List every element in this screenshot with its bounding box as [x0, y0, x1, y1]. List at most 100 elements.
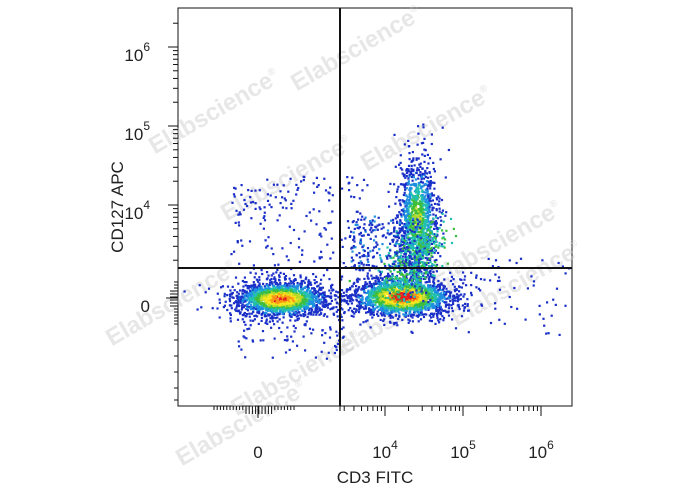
event-dot: [262, 311, 265, 314]
event-dot: [430, 303, 433, 306]
event-dot: [398, 262, 401, 265]
event-dot: [295, 303, 298, 306]
event-dot: [341, 308, 344, 311]
event-dot: [383, 285, 386, 288]
event-dot: [266, 297, 269, 300]
event-dot: [400, 213, 403, 216]
event-dot: [389, 313, 392, 317]
event-dot: [435, 270, 438, 273]
event-dot: [358, 307, 361, 310]
event-dot: [277, 301, 280, 305]
event-dot: [408, 158, 411, 161]
event-dot: [402, 313, 405, 316]
event-dot: [412, 169, 415, 173]
event-dot: [409, 223, 412, 226]
event-dot: [390, 286, 393, 289]
event-dot: [246, 287, 249, 290]
event-dot: [355, 285, 358, 288]
event-dot: [433, 276, 436, 280]
event-dot: [294, 296, 297, 299]
event-dot: [438, 301, 441, 304]
event-dot: [391, 306, 394, 310]
event-dot: [411, 244, 414, 247]
event-dot: [451, 283, 455, 286]
event-dot: [297, 295, 300, 298]
event-dot: [439, 283, 442, 286]
event-dot: [369, 326, 372, 329]
event-dot: [393, 183, 396, 186]
event-dot: [401, 227, 404, 230]
event-dot: [277, 290, 280, 293]
event-dot: [255, 278, 258, 281]
event-dot: [426, 228, 429, 231]
event-dot: [387, 296, 390, 300]
event-dot: [275, 300, 278, 303]
event-dot: [411, 151, 414, 154]
event-dot: [272, 300, 275, 303]
event-dot: [428, 220, 431, 223]
event-dot: [248, 302, 251, 305]
event-dot: [346, 297, 349, 300]
event-dot: [439, 298, 442, 301]
event-dot: [373, 307, 376, 310]
event-dot: [440, 282, 443, 285]
event-dot: [403, 245, 406, 248]
event-dot: [244, 315, 247, 318]
event-dot: [463, 306, 467, 309]
event-dot: [379, 277, 382, 280]
event-dot: [349, 307, 352, 310]
event-dot: [413, 209, 416, 212]
event-dot: [422, 177, 426, 180]
event-dot: [408, 152, 411, 155]
event-dot: [423, 268, 426, 271]
event-dot: [436, 312, 439, 315]
event-dot: [412, 214, 415, 217]
event-dot: [426, 274, 430, 277]
event-dot: [271, 282, 274, 285]
event-dot: [383, 314, 386, 317]
event-dot: [405, 198, 409, 201]
event-dot: [388, 320, 392, 323]
event-dot: [357, 296, 360, 299]
event-dot: [415, 224, 418, 227]
event-dot: [438, 207, 441, 210]
event-dot: [281, 291, 284, 294]
event-dot: [288, 313, 291, 316]
event-dot: [410, 207, 414, 210]
event-dot: [280, 300, 283, 303]
event-dot: [411, 235, 414, 238]
event-dot: [433, 222, 436, 225]
event-dot: [312, 313, 315, 316]
event-dot: [451, 318, 454, 321]
event-dot: [395, 293, 398, 296]
event-dot: [320, 278, 323, 281]
event-dot: [328, 289, 331, 292]
event-dot: [312, 287, 315, 290]
event-dot: [415, 195, 418, 198]
event-dot: [409, 310, 412, 313]
event-dot: [417, 177, 420, 180]
event-dot: [308, 302, 311, 306]
event-dot: [393, 304, 396, 307]
event-dot: [417, 313, 420, 316]
event-dot: [302, 313, 305, 316]
event-dot: [359, 304, 362, 307]
event-dot: [409, 189, 412, 192]
event-dot: [377, 282, 381, 285]
event-dot: [232, 296, 235, 299]
event-dot: [291, 313, 294, 316]
event-dot: [435, 286, 438, 289]
event-dot: [322, 314, 325, 317]
event-dot: [425, 212, 428, 215]
event-dot: [404, 308, 407, 311]
event-dot: [431, 296, 434, 299]
event-dot: [311, 308, 314, 311]
event-dot: [402, 207, 405, 211]
event-dot: [417, 227, 420, 230]
event-dot: [278, 275, 281, 278]
event-dot: [397, 296, 400, 299]
event-dot: [270, 293, 273, 297]
event-dot: [253, 286, 256, 289]
event-dot: [296, 284, 299, 287]
event-dot: [424, 175, 428, 179]
